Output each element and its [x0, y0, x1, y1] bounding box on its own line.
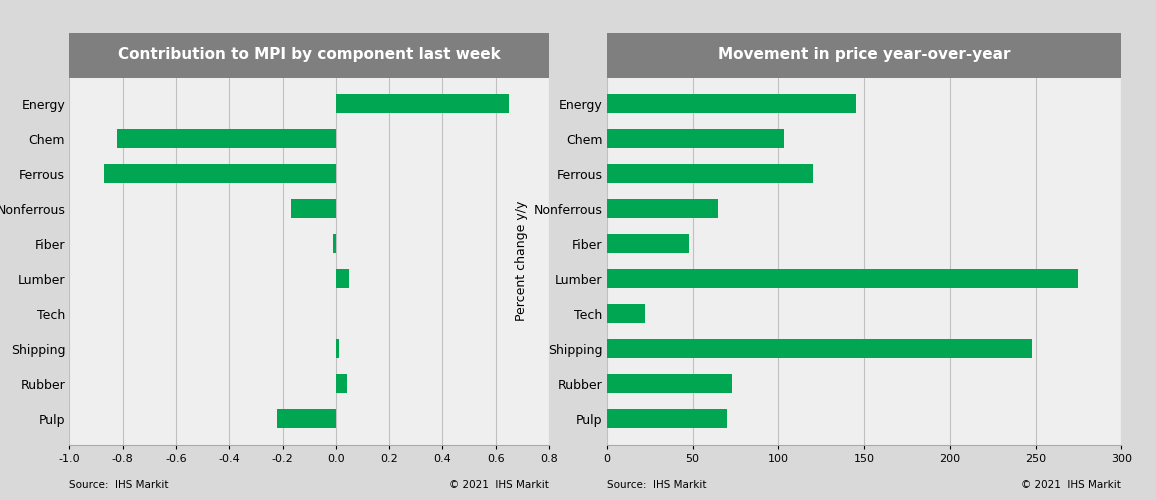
Text: Movement in price year-over-year: Movement in price year-over-year: [718, 48, 1010, 62]
Bar: [607, 164, 813, 184]
Bar: [607, 129, 784, 148]
Bar: [336, 94, 509, 114]
Bar: [118, 129, 336, 148]
Bar: [336, 269, 349, 288]
Bar: [607, 94, 855, 114]
Bar: [277, 409, 336, 428]
Bar: [607, 304, 645, 324]
Bar: [336, 339, 339, 358]
Bar: [607, 234, 689, 254]
Y-axis label: Percent change y/y: Percent change y/y: [516, 201, 528, 322]
Bar: [607, 339, 1032, 358]
Bar: [607, 374, 732, 394]
Bar: [607, 199, 718, 218]
Text: © 2021  IHS Markit: © 2021 IHS Markit: [450, 480, 549, 490]
Text: Source:  IHS Markit: Source: IHS Markit: [69, 480, 169, 490]
Bar: [290, 199, 336, 218]
Bar: [336, 374, 347, 394]
Text: Source:  IHS Markit: Source: IHS Markit: [607, 480, 706, 490]
Text: © 2021  IHS Markit: © 2021 IHS Markit: [1022, 480, 1121, 490]
Bar: [607, 269, 1079, 288]
Bar: [333, 234, 336, 254]
Bar: [607, 409, 727, 428]
Text: Contribution to MPI by component last week: Contribution to MPI by component last we…: [118, 48, 501, 62]
Bar: [104, 164, 336, 184]
